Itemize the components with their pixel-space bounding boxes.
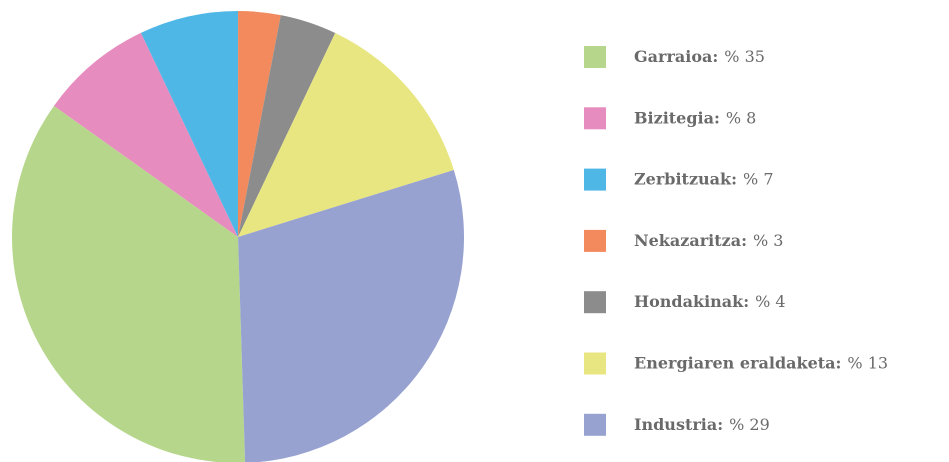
- legend-label: Energiaren eraldaketa: % 13: [634, 353, 888, 372]
- pie-slice: [238, 11, 281, 237]
- pie-slice: [238, 169, 464, 462]
- legend-swatch: [584, 352, 606, 375]
- legend-label: Industria: % 29: [634, 414, 770, 433]
- legend-swatch: [584, 107, 606, 130]
- legend-name: Hondakinak:: [634, 292, 749, 311]
- pie-slice: [140, 11, 239, 238]
- pie-slice: [53, 32, 238, 237]
- pie-slice: [238, 15, 336, 237]
- legend-name: Nekazaritza:: [634, 230, 747, 249]
- legend-value: % 13: [847, 353, 888, 372]
- legend-name: Energiaren eraldaketa:: [634, 353, 841, 372]
- legend-value: % 8: [726, 108, 756, 127]
- pie-slice: [12, 105, 246, 462]
- legend-value: % 29: [729, 414, 770, 433]
- legend-swatch: [584, 168, 606, 191]
- legend-label: Nekazaritza: % 3: [634, 230, 783, 249]
- legend-name: Zerbitzuak:: [634, 169, 737, 188]
- legend-swatch: [584, 229, 606, 252]
- legend-name: Garraioa:: [634, 47, 718, 66]
- legend-value: % 4: [755, 292, 785, 311]
- legend-value: % 7: [743, 169, 773, 188]
- legend-swatch: [584, 46, 606, 68]
- legend-label: Zerbitzuak: % 7: [634, 169, 774, 188]
- legend-swatch: [584, 413, 606, 436]
- legend-label: Bizitegia: % 8: [634, 108, 756, 127]
- pie-slice: [238, 32, 454, 237]
- legend-label: Garraioa: % 35: [634, 47, 765, 66]
- legend-name: Industria:: [634, 414, 723, 433]
- legend-label: Hondakinak: % 4: [634, 292, 786, 311]
- legend-value: % 35: [724, 47, 765, 66]
- legend-value: % 3: [753, 230, 783, 249]
- legend-name: Bizitegia:: [634, 108, 720, 127]
- legend-swatch: [584, 291, 606, 314]
